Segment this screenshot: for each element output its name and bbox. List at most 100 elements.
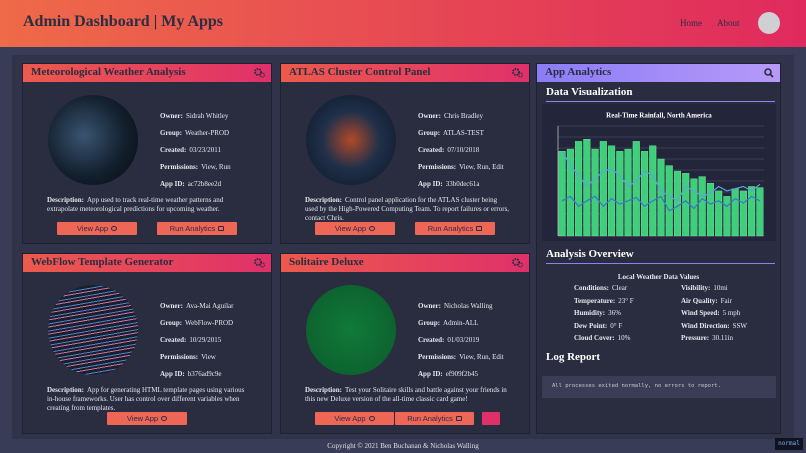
weather-label: Conditions: <box>574 284 610 292</box>
line <box>561 195 761 212</box>
panel-title: App Analytics <box>545 66 612 78</box>
weather-item: Air Quality: Fair <box>681 297 732 305</box>
field-label: Created: <box>160 146 187 154</box>
app-image <box>48 95 138 185</box>
bar <box>649 145 657 237</box>
bar <box>731 188 739 237</box>
button-label: Run Analytics <box>407 414 453 423</box>
weather-item: Temperature: 23° F <box>574 297 634 305</box>
card-title: WebFlow Template Generator <box>31 256 174 268</box>
button[interactable]: View App <box>107 412 187 425</box>
bar <box>723 196 731 237</box>
button-label: Run Analytics <box>169 224 216 233</box>
button[interactable]: View App <box>57 222 137 235</box>
log-box: All processes exited normally, no errors… <box>542 376 776 398</box>
field-label: App ID: <box>160 370 185 378</box>
field-label: Owner: <box>160 302 183 310</box>
field-value: View, Run <box>201 163 231 171</box>
app-card: ATLAS Cluster Control Panel Owner: Chris B… <box>280 63 530 244</box>
nav-link[interactable]: Home <box>680 18 702 28</box>
delete-button[interactable] <box>482 412 500 425</box>
field-value: 07/10/2018 <box>447 146 480 154</box>
gear <box>254 258 262 266</box>
weather-value: 30.11in <box>712 334 734 343</box>
app-field: Permissions: View <box>160 353 216 361</box>
button-icon <box>368 416 375 421</box>
nav-link[interactable]: About <box>717 18 740 28</box>
button[interactable]: View App <box>315 412 394 425</box>
search-icon[interactable] <box>764 68 774 78</box>
weather-label: Wind Speed: <box>681 309 720 318</box>
weather-value: 5 mph <box>722 309 741 318</box>
bar <box>558 151 566 237</box>
bar <box>756 187 764 237</box>
bar <box>673 170 682 237</box>
field-label: Created: <box>418 336 445 344</box>
button-label: Run Analytics <box>427 224 474 233</box>
field-label: Created: <box>160 336 187 344</box>
bar <box>632 141 640 237</box>
field-value: Sidrah Whitley <box>185 112 229 120</box>
bar <box>706 182 714 237</box>
settings-icon[interactable] <box>512 258 523 268</box>
weather-item: Pressure: 30.11in <box>681 334 733 342</box>
avatar[interactable] <box>758 12 780 34</box>
button-icon <box>161 416 168 421</box>
bar <box>665 165 673 237</box>
bar <box>616 151 624 237</box>
field-value: 10/29/2015 <box>189 336 222 344</box>
app-field: App ID: 33b0dec61a <box>418 180 480 188</box>
button[interactable]: Run Analytics <box>157 222 237 235</box>
app-field: App ID: ac72b8ee2d <box>160 180 221 188</box>
weather-label: Cloud Cover: <box>574 334 615 343</box>
description-label: Description: <box>305 386 342 394</box>
bar <box>748 186 756 237</box>
field-value: Admin-ALL <box>443 319 479 327</box>
button[interactable]: View App <box>315 222 395 235</box>
section-title: Log Report <box>546 351 601 363</box>
bar <box>599 141 607 237</box>
bar <box>739 190 747 237</box>
app-field: Owner: Sidrah Whitley <box>160 112 228 120</box>
weather-value: 10% <box>617 334 631 343</box>
field-label: Owner: <box>418 112 441 120</box>
weather-label: Wind Direction: <box>681 321 730 330</box>
gear <box>259 262 265 268</box>
weather-item: Humidity: 36% <box>574 309 621 317</box>
field-label: Group: <box>160 319 183 327</box>
description-text: App for generating HTML template pages u… <box>47 386 245 412</box>
field-value: View, Run, Edit <box>459 163 504 171</box>
bar <box>698 176 706 237</box>
field-label: Group: <box>418 319 441 327</box>
panel-header: App Analytics <box>537 64 780 82</box>
button-icon <box>218 226 225 231</box>
field-label: App ID: <box>418 180 443 188</box>
app-field: Group: ATLAS-TEST <box>418 129 484 137</box>
gear <box>512 68 520 76</box>
weather-value: Clear <box>612 284 628 292</box>
chart-title: Real-Time Rainfall, North America <box>606 112 712 120</box>
log-text: All processes exited normally, no errors… <box>552 383 721 389</box>
bar <box>715 190 723 237</box>
button[interactable]: Run Analytics <box>395 412 474 425</box>
button-label: View App <box>76 224 109 233</box>
settings-icon[interactable] <box>254 258 265 268</box>
field-label: App ID: <box>160 180 185 188</box>
app-field: Created: 01/03/2019 <box>418 336 479 344</box>
description-label: Description: <box>47 196 84 204</box>
top-bar: Admin Dashboard | My Apps Home About <box>0 0 806 47</box>
bar <box>583 139 591 237</box>
bar <box>566 148 574 237</box>
settings-icon[interactable] <box>254 68 265 78</box>
button[interactable]: Run Analytics <box>415 222 495 235</box>
app-field: Group: Admin-ALL <box>418 319 478 327</box>
weather-value: 10mi <box>713 284 728 292</box>
settings-icon[interactable] <box>512 68 523 78</box>
app-card: Solitaire Deluxe Owner: Nicholas Walling Gr… <box>280 253 530 434</box>
app-field: Owner: Ava-Mai Aguilar <box>160 302 233 310</box>
field-label: Owner: <box>160 112 183 120</box>
line <box>561 151 761 202</box>
field-label: Permissions: <box>160 163 199 171</box>
weather-value: Fair <box>720 296 732 305</box>
